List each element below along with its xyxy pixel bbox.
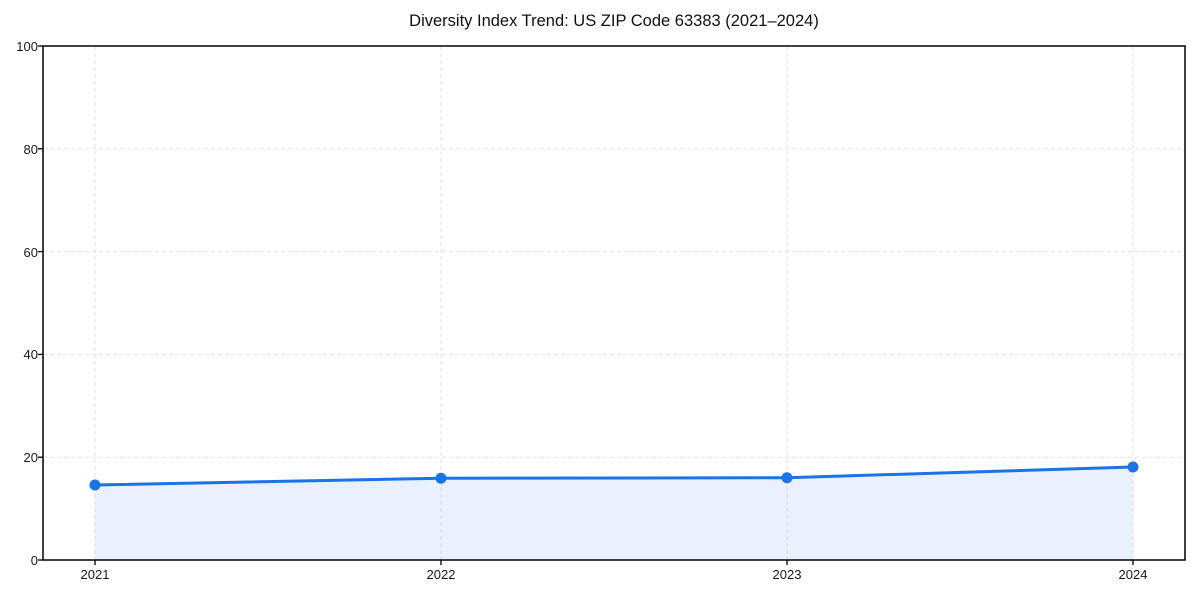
plot-area <box>38 45 1186 565</box>
y-tick-label-40: 40 <box>23 347 38 363</box>
x-tick-label-2024: 2024 <box>1118 567 1148 582</box>
x-tick-label-2021: 2021 <box>80 567 110 582</box>
data-point-2023 <box>781 472 793 484</box>
x-tick-label-2022: 2022 <box>426 567 456 582</box>
y-tick-label-80: 80 <box>23 141 38 157</box>
plot-border <box>42 45 1186 561</box>
data-point-2022 <box>435 472 447 484</box>
data-point-2024 <box>1127 461 1139 473</box>
data-point-2021 <box>89 479 101 491</box>
y-tick-label-0: 0 <box>30 553 38 568</box>
x-tick-label-2023: 2023 <box>772 567 802 582</box>
area-fill <box>95 466 1133 560</box>
trend-line <box>93 465 1135 487</box>
y-tick-label-100: 100 <box>16 39 38 54</box>
chart-title: Diversity Index Trend: US ZIP Code 63383… <box>409 12 819 30</box>
y-tick-label-20: 20 <box>23 450 38 466</box>
chart-canvas <box>38 45 1186 565</box>
y-tick-label-60: 60 <box>23 244 38 260</box>
